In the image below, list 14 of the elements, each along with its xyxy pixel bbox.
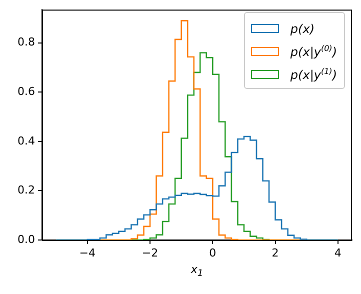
legend-label: p(x) [290, 22, 315, 36]
y-tick-label: 0.2 [18, 184, 35, 197]
y-tick-label: 0.6 [18, 85, 35, 98]
legend-label: p(x|y$^{(0)}$) [290, 44, 337, 59]
y-tick-label: 0.8 [18, 36, 35, 49]
x-tick-label: 4 [334, 246, 342, 260]
x-tick-label: −2 [142, 246, 158, 260]
y-tick-label: 0.0 [18, 232, 35, 246]
x-tick-label: −4 [79, 246, 96, 260]
x-tick-label: 0 [209, 246, 216, 260]
y-tick-label: 0.4 [18, 134, 35, 148]
x-tick-label: 2 [272, 246, 279, 260]
legend-label: p(x|y$^{(1)}$) [290, 67, 337, 82]
x-axis-title: x$_{1}$ [190, 263, 204, 280]
